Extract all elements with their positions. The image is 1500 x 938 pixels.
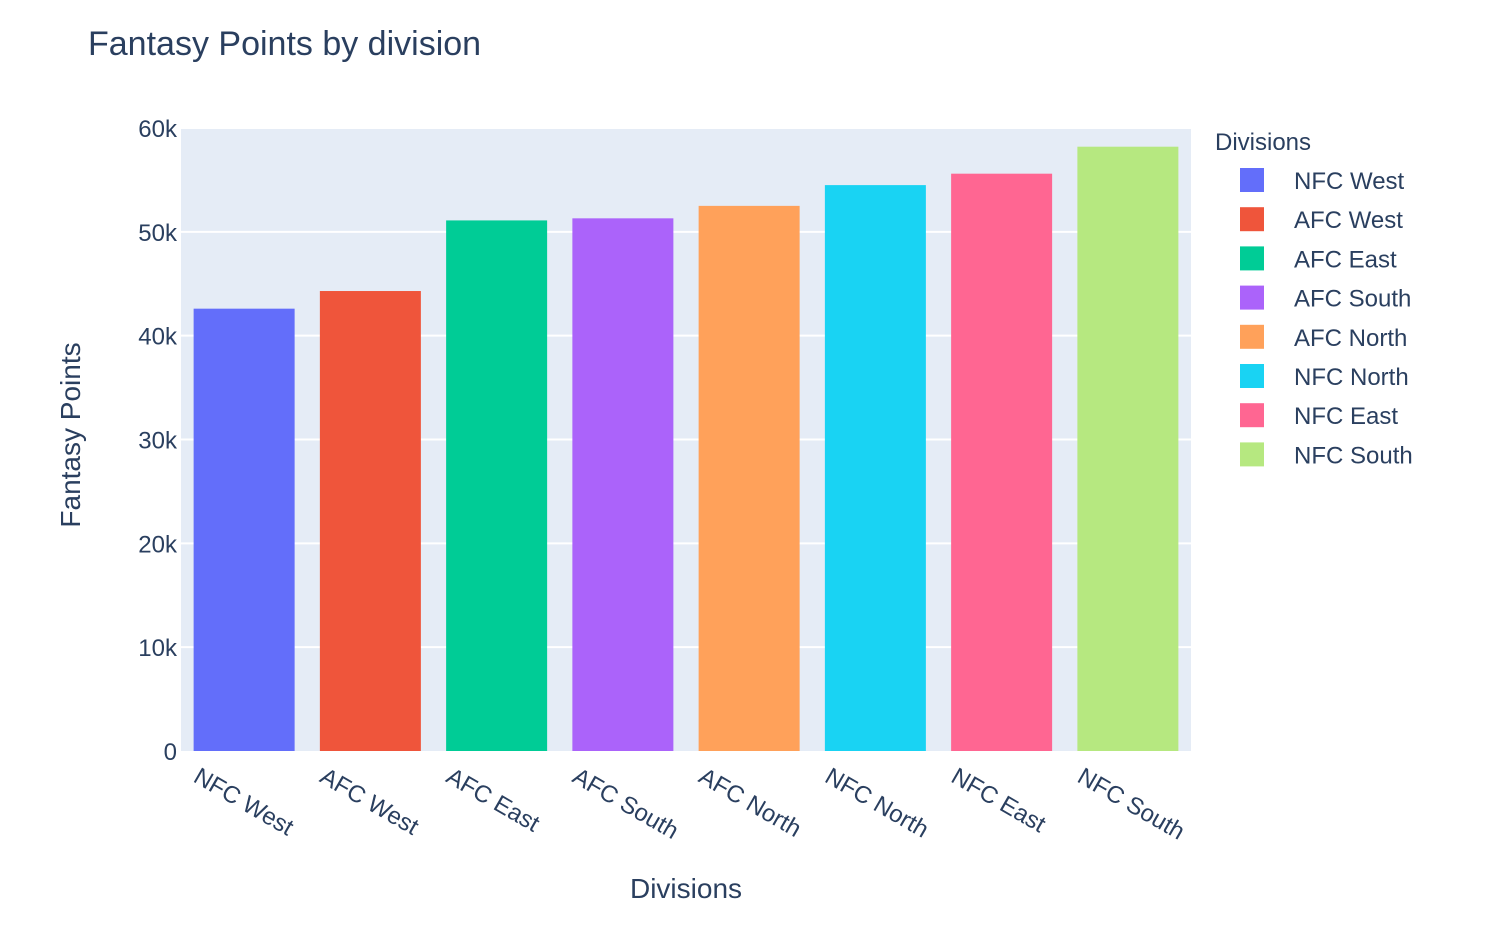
legend-swatch: [1240, 168, 1264, 192]
bar-afc-north: [698, 205, 800, 751]
x-tick-label: NFC East: [947, 763, 1051, 839]
y-tick-label: 60k: [138, 116, 178, 143]
legend-label[interactable]: AFC North: [1294, 325, 1407, 352]
y-axis-ticks: 0 10k 20k 30k 40k 50k 60k: [138, 116, 178, 766]
bar-nfc-south: [1077, 146, 1179, 751]
legend-swatch: [1240, 246, 1264, 271]
bars: [193, 146, 1179, 752]
x-tick-label: AFC South: [568, 763, 683, 845]
legend-swatch: [1240, 442, 1264, 467]
y-tick-label: 10k: [138, 635, 178, 662]
x-tick-label: AFC North: [694, 763, 806, 843]
x-tick-label: NFC West: [189, 763, 298, 842]
chart-title: Fantasy Points by division: [88, 25, 481, 63]
legend-swatch: [1240, 364, 1264, 388]
bar-afc-south: [572, 218, 674, 751]
y-tick-label: 40k: [138, 324, 178, 351]
bar-afc-east: [446, 220, 548, 751]
legend-label[interactable]: AFC West: [1294, 207, 1403, 234]
y-tick-label: 30k: [138, 428, 178, 455]
bar-nfc-east: [951, 173, 1053, 752]
legend-swatch: [1240, 207, 1264, 232]
x-axis-ticks: NFC West AFC West AFC East AFC South AFC Nor…: [189, 763, 1189, 846]
x-tick-label: AFC East: [442, 763, 545, 838]
legend: NFC West AFC West AFC East AFC South AFC Nor…: [1240, 168, 1413, 469]
x-axis-label: Divisions: [630, 873, 742, 904]
bar-afc-west: [319, 291, 421, 751]
legend-label[interactable]: NFC East: [1294, 403, 1398, 430]
legend-label[interactable]: NFC North: [1294, 364, 1409, 391]
legend-label[interactable]: AFC South: [1294, 286, 1411, 313]
x-tick-label: AFC West: [315, 763, 423, 841]
x-tick-label: NFC South: [1073, 763, 1189, 846]
y-tick-label: 50k: [138, 220, 178, 247]
y-axis-label: Fantasy Points: [55, 342, 86, 527]
y-tick-label: 20k: [138, 531, 178, 558]
bar-nfc-west: [193, 308, 295, 751]
y-tick-label: 0: [164, 739, 177, 766]
x-tick-label: NFC North: [820, 763, 933, 844]
legend-swatch: [1240, 324, 1264, 349]
bar-nfc-north: [824, 185, 926, 751]
legend-label[interactable]: NFC South: [1294, 442, 1413, 469]
legend-swatch: [1240, 403, 1264, 428]
legend-swatch: [1240, 285, 1264, 310]
legend-title: Divisions: [1215, 129, 1311, 156]
legend-label[interactable]: AFC East: [1294, 246, 1397, 273]
legend-label[interactable]: NFC West: [1294, 168, 1405, 195]
